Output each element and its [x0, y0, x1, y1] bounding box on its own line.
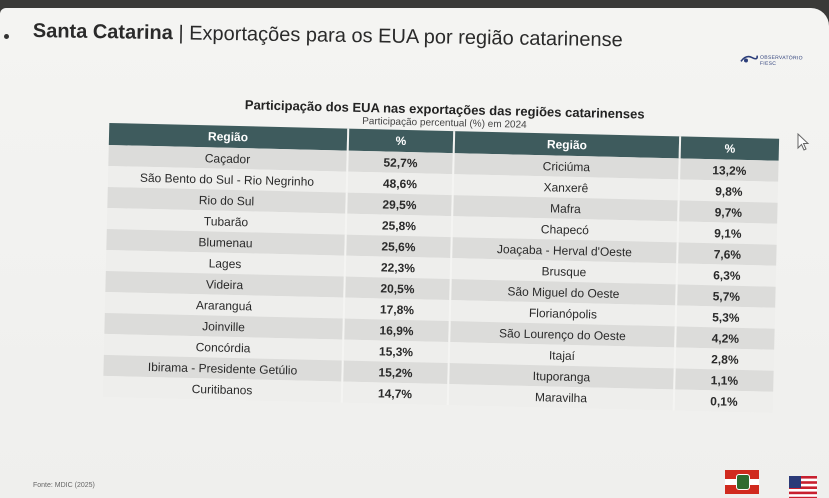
percent-right: 13,2%: [678, 158, 779, 182]
regions-table: Região % Região % Caçador 52,7% Criciúma 13…: [102, 122, 780, 413]
bullet-icon: [4, 34, 9, 39]
percent-right: 0,1%: [672, 389, 774, 413]
percent-left: 25,8%: [344, 213, 452, 238]
percent-right: 2,8%: [673, 347, 775, 371]
percent-right: 9,8%: [677, 179, 779, 203]
percent-right: 6,3%: [675, 263, 777, 287]
source-note: Fonte: MDIC (2025): [33, 482, 95, 489]
slide-title-bold: Santa Catarina: [32, 20, 174, 45]
santa-catarina-flag-icon: [725, 470, 759, 494]
header-percent-left: %: [346, 128, 454, 154]
percent-left: 14,7%: [340, 381, 448, 406]
percent-right: 4,2%: [674, 326, 775, 350]
percent-left: 25,6%: [344, 234, 451, 259]
percent-left: 29,5%: [345, 192, 452, 217]
logo-text: OBSERVATÓRIO FIESC: [759, 54, 803, 67]
percent-left: 52,7%: [346, 150, 453, 175]
cursor-icon: [797, 133, 810, 151]
percent-left: 48,6%: [345, 171, 453, 196]
percent-left: 17,8%: [342, 297, 450, 322]
percent-left: 15,3%: [341, 339, 449, 364]
percent-right: 7,6%: [676, 242, 777, 266]
percent-right: 5,3%: [674, 305, 776, 329]
observatorio-logo: OBSERVATÓRIO FIESC: [740, 50, 814, 69]
percent-right: 1,1%: [673, 368, 774, 392]
percent-right: 9,1%: [676, 221, 778, 245]
table-panel: Participação dos EUA nas exportações das…: [102, 94, 780, 470]
header-percent-right: %: [678, 136, 780, 161]
usa-flag-icon: [789, 476, 817, 498]
region-right: Maravilha: [446, 384, 674, 411]
logo-mark-icon: [740, 55, 758, 63]
slide-title: Santa Catarina | Exportações para os EUA…: [33, 20, 623, 52]
percent-left: 20,5%: [343, 276, 450, 301]
presentation-slide: Santa Catarina | Exportações para os EUA…: [0, 8, 829, 498]
percent-right: 5,7%: [675, 284, 776, 308]
region-left: Curitibanos: [102, 375, 342, 403]
percent-right: 9,7%: [677, 200, 778, 224]
slide-title-rest: | Exportações para os EUA por região cat…: [172, 22, 623, 52]
percent-left: 16,9%: [342, 318, 449, 343]
percent-left: 15,2%: [341, 360, 448, 385]
percent-left: 22,3%: [343, 255, 451, 280]
